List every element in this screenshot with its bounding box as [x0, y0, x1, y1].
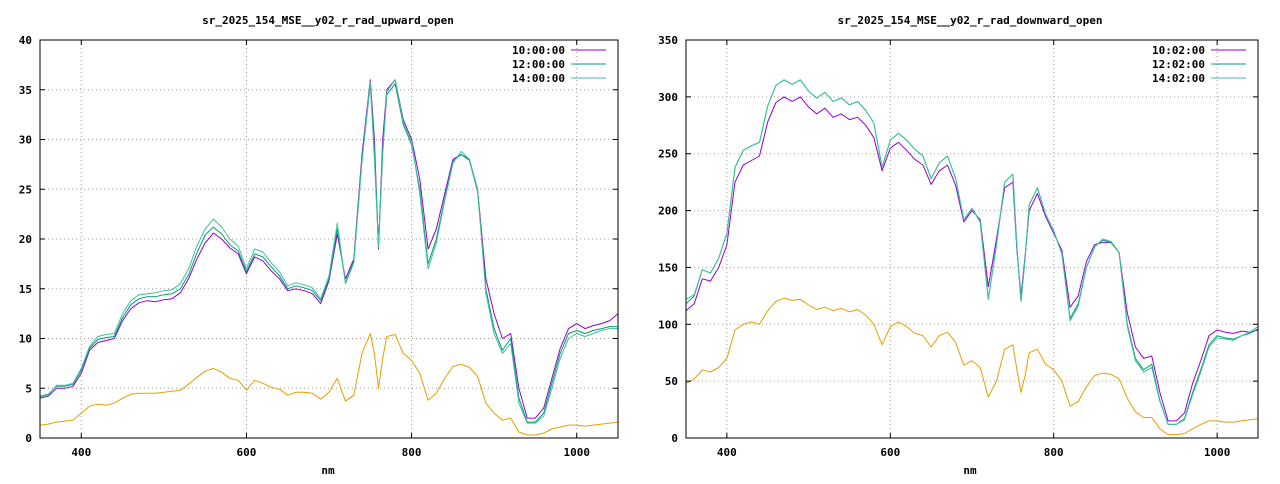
x-tick-label: 400 [71, 446, 91, 459]
y-tick-label: 10 [19, 333, 32, 346]
y-tick-label: 50 [665, 375, 678, 388]
y-tick-label: 0 [25, 432, 32, 445]
series-line [39, 79, 619, 419]
y-tick-label: 40 [19, 34, 32, 47]
grid [40, 40, 618, 438]
y-tick-label: 25 [19, 183, 32, 196]
x-tick-label: 800 [402, 446, 422, 459]
axes: 400 600 800 1000 0 50 100 150 200 250 300 350 [658, 34, 1259, 459]
series-line [685, 79, 1259, 425]
upward-radiance-chart: sr_2025_154_MSE__y02_r_rad_upward_open n… [19, 14, 619, 477]
y-tick-label: 250 [658, 148, 678, 161]
y-tick-label: 5 [25, 382, 32, 395]
legend-label: 10:02:00 [1152, 44, 1205, 57]
y-tick-label: 20 [19, 233, 32, 246]
x-tick-label: 600 [880, 446, 900, 459]
series-line [685, 79, 1259, 425]
y-tick-label: 15 [19, 283, 32, 296]
legend-label: 12:02:00 [1152, 58, 1205, 71]
x-tick-label: 400 [717, 446, 737, 459]
y-tick-label: 300 [658, 91, 678, 104]
x-axis-label: nm [963, 464, 977, 477]
chart-title: sr_2025_154_MSE__y02_r_rad_upward_open [202, 14, 454, 27]
legend-label: 12:00:00 [512, 58, 565, 71]
x-tick-label: 800 [1044, 446, 1064, 459]
series-line [39, 333, 619, 436]
downward-radiance-chart: sr_2025_154_MSE__y02_r_rad_downward_open… [658, 14, 1259, 477]
grid [686, 40, 1258, 438]
series-group [685, 79, 1259, 436]
legend-label: 10:00:00 [512, 44, 565, 57]
series-line [39, 79, 618, 424]
x-tick-label: 1000 [563, 446, 590, 459]
y-tick-label: 100 [658, 318, 678, 331]
legend-label: 14:02:00 [1152, 72, 1205, 85]
x-axis-label: nm [321, 464, 335, 477]
series-line [685, 96, 1259, 422]
x-tick-label: 600 [236, 446, 256, 459]
series-group [39, 79, 619, 436]
y-tick-label: 150 [658, 261, 678, 274]
chart-title: sr_2025_154_MSE__y02_r_rad_downward_open [838, 14, 1103, 27]
y-tick-label: 35 [19, 84, 32, 97]
legend-label: 14:00:00 [512, 72, 565, 85]
y-tick-label: 30 [19, 134, 32, 147]
y-tick-label: 0 [671, 432, 678, 445]
plot-frame [685, 39, 1259, 439]
series-line [39, 83, 618, 423]
axes: 400 600 800 1000 0 5 10 15 20 25 30 35 40 [19, 34, 619, 459]
series-line [685, 297, 1259, 436]
y-tick-label: 200 [658, 205, 678, 218]
x-tick-label: 1000 [1204, 446, 1231, 459]
y-tick-label: 350 [658, 34, 678, 47]
